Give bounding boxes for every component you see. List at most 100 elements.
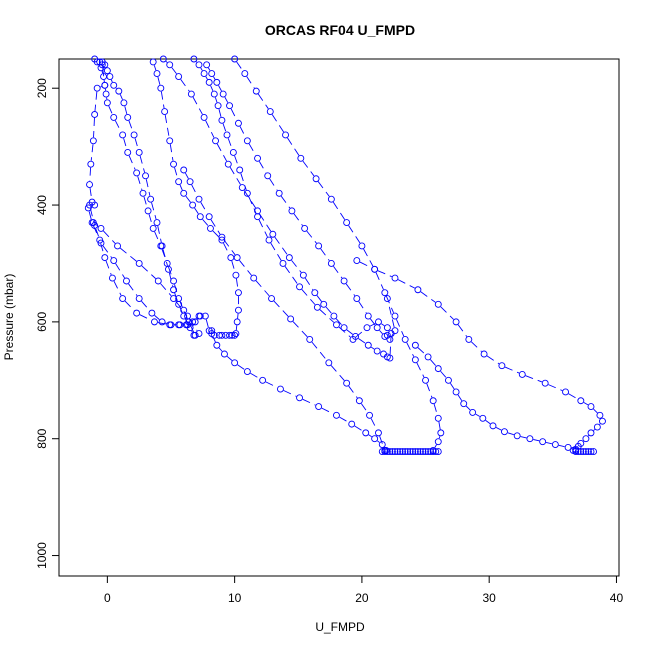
series-line-segment	[568, 393, 579, 400]
data-point	[479, 414, 487, 422]
data-point	[110, 113, 118, 121]
data-point	[277, 385, 284, 393]
series-line-segment	[93, 225, 99, 238]
data-point	[296, 283, 303, 291]
data-point	[89, 137, 97, 145]
series-line-segment	[558, 444, 565, 448]
series-line-segment	[223, 243, 230, 255]
data-point	[205, 78, 213, 86]
series-3	[91, 55, 199, 339]
series-line-segment	[417, 347, 426, 355]
series-line-segment	[167, 266, 173, 278]
data-point	[285, 254, 293, 262]
series-line-segment	[227, 138, 233, 150]
series-line-segment	[229, 166, 241, 185]
data-point	[414, 286, 422, 294]
series-line-segment	[143, 196, 148, 208]
series-line-segment	[306, 230, 317, 244]
series-line-segment	[184, 313, 188, 319]
data-point	[214, 102, 222, 110]
series-line-segment	[250, 372, 260, 379]
series-line-segment	[105, 260, 112, 275]
data-point	[243, 137, 251, 145]
series-line-segment	[179, 301, 183, 308]
series-line-segment	[90, 144, 94, 161]
series-1	[84, 58, 236, 339]
data-point	[391, 448, 399, 456]
series-line-segment	[224, 96, 229, 103]
series-line-segment	[420, 291, 436, 303]
data-point	[593, 423, 601, 431]
series-line-segment	[283, 390, 297, 397]
data-point	[404, 448, 412, 456]
data-point	[182, 321, 190, 329]
data-point	[221, 350, 228, 358]
data-point	[434, 448, 442, 456]
data-point	[133, 309, 141, 317]
series-line-segment	[205, 76, 208, 80]
data-point	[434, 300, 442, 308]
series-line-segment	[345, 283, 356, 296]
data-point	[91, 201, 99, 209]
data-point	[297, 154, 305, 162]
data-point	[301, 224, 309, 232]
series-line-segment	[391, 333, 394, 337]
series-line-segment	[377, 440, 380, 443]
x-tick-label: 10	[228, 591, 242, 605]
data-point	[231, 359, 239, 367]
series-line-segment	[368, 434, 372, 438]
data-point	[180, 189, 188, 197]
data-point	[175, 178, 183, 186]
data-point	[119, 131, 127, 139]
data-point	[167, 321, 175, 329]
series-5	[89, 219, 203, 338]
data-point	[195, 195, 203, 203]
data-point	[120, 99, 128, 107]
series-line-segment	[302, 160, 315, 177]
data-point	[312, 175, 320, 183]
data-point	[119, 295, 127, 302]
data-point	[299, 271, 307, 279]
data-point	[166, 61, 174, 69]
series-line-segment	[330, 365, 345, 381]
series-line-segment	[160, 283, 172, 297]
series-line-segment	[525, 375, 543, 383]
data-point	[381, 448, 389, 456]
series-line-segment	[457, 394, 463, 401]
data-point	[189, 201, 197, 209]
series-line-segment	[154, 315, 160, 320]
data-point	[102, 90, 110, 98]
data-point	[587, 448, 595, 456]
data-point	[275, 189, 283, 197]
series-line-segment	[210, 85, 214, 92]
data-point	[124, 149, 132, 156]
data-point	[396, 448, 404, 456]
series-line-segment	[239, 126, 247, 138]
data-point	[130, 131, 138, 139]
data-point	[184, 312, 191, 320]
data-point	[97, 239, 105, 247]
series-line-segment	[273, 300, 289, 317]
series-line-segment	[124, 106, 128, 115]
data-point	[358, 242, 366, 250]
data-point	[327, 195, 335, 203]
series-line-segment	[161, 249, 167, 261]
series-line-segment	[370, 346, 375, 350]
data-point	[325, 359, 333, 367]
series-line-segment	[291, 260, 302, 273]
series-line-segment	[153, 65, 157, 71]
series-line-segment	[321, 407, 334, 415]
data-point	[460, 400, 468, 408]
data-point	[86, 201, 93, 209]
series-line-segment	[202, 219, 209, 227]
data-point	[161, 108, 169, 116]
data-point	[91, 111, 99, 118]
data-point	[394, 448, 401, 456]
series-line-segment	[317, 181, 330, 197]
data-point	[480, 350, 488, 358]
data-point	[333, 321, 340, 329]
series-line-segment	[332, 201, 346, 220]
series-line-segment	[416, 362, 425, 378]
data-point	[97, 64, 105, 72]
